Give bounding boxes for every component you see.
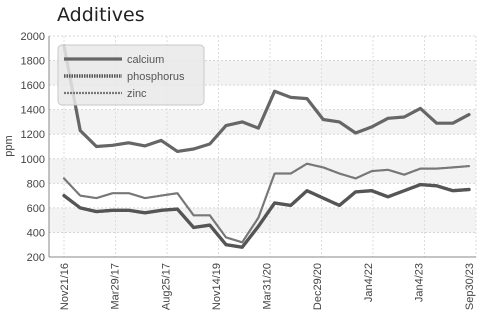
x-tick-label: Nov21/16 xyxy=(59,263,71,310)
series-line-phosphorus xyxy=(62,182,471,249)
x-tick-label: Sep30/23 xyxy=(464,263,476,310)
x-tick-label: Dec29/20 xyxy=(312,263,324,310)
x-tick-label: Nov14/19 xyxy=(211,263,223,310)
y-tick-label: 1000 xyxy=(21,154,45,166)
x-tick-label: Mar29/17 xyxy=(110,263,122,309)
y-axis-label: ppm xyxy=(3,135,15,156)
series-line-calcium xyxy=(62,44,471,153)
x-tick-label: Aug25/17 xyxy=(160,263,172,310)
y-tick-label: 600 xyxy=(27,203,45,215)
y-tick-label: 200 xyxy=(27,252,45,264)
y-tick-label: 1800 xyxy=(21,56,45,68)
plot-band xyxy=(49,158,476,184)
y-tick-label: 2000 xyxy=(21,31,45,43)
series-lines xyxy=(62,44,471,249)
legend: calcium phosphorus zinc xyxy=(57,44,205,106)
y-tick-label: 1400 xyxy=(21,105,45,117)
series-line-zinc xyxy=(62,162,471,244)
x-tick-label: Jan4/23 xyxy=(413,263,425,302)
x-tick-label: Mar31/20 xyxy=(262,263,274,309)
plot-band xyxy=(49,232,476,257)
y-tick-label: 1200 xyxy=(21,129,45,141)
chart-title: Additives xyxy=(57,4,145,26)
x-tick-label: Jan4/22 xyxy=(363,263,375,302)
legend-label-calcium: calcium xyxy=(127,54,164,66)
x-tick-labels: Nov21/16 Mar29/17 Aug25/17 Nov14/19 Mar31/20… xyxy=(59,263,476,310)
y-tick-label: 400 xyxy=(27,227,45,239)
y-tick-label: 1600 xyxy=(21,80,45,92)
axes xyxy=(48,36,476,258)
y-tick-labels: 200 400 600 800 1000 1200 1400 1600 1800 2000 xyxy=(21,31,45,264)
plot-band xyxy=(49,134,476,159)
legend-label-phosphorus: phosphorus xyxy=(127,71,185,83)
y-tick-label: 800 xyxy=(27,178,45,190)
legend-label-zinc: zinc xyxy=(127,88,147,100)
